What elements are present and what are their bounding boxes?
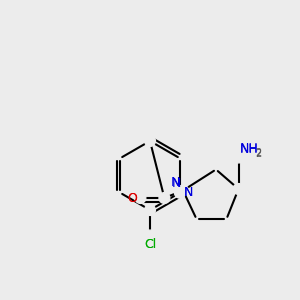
Circle shape <box>145 136 155 146</box>
Text: N: N <box>184 186 193 199</box>
Text: N: N <box>172 177 181 190</box>
Text: O: O <box>128 191 137 205</box>
Text: NH: NH <box>240 143 259 156</box>
Text: N: N <box>184 186 193 199</box>
Circle shape <box>145 205 155 215</box>
Circle shape <box>233 152 244 163</box>
Text: Cl: Cl <box>144 238 156 251</box>
Text: NH: NH <box>240 142 259 155</box>
Circle shape <box>233 184 244 194</box>
Circle shape <box>135 193 146 203</box>
Text: Cl: Cl <box>144 238 156 251</box>
Circle shape <box>175 187 185 198</box>
Text: O: O <box>128 191 137 205</box>
Circle shape <box>178 185 188 196</box>
Text: 2: 2 <box>256 148 262 158</box>
Text: 2: 2 <box>255 149 261 159</box>
Circle shape <box>159 193 170 203</box>
Circle shape <box>145 230 155 241</box>
Text: N: N <box>171 176 181 189</box>
